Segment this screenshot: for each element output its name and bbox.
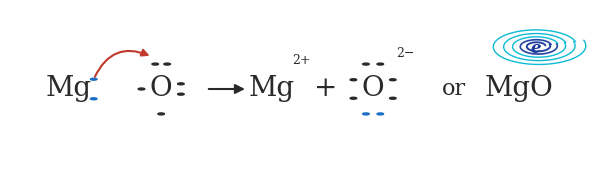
Text: +: +	[313, 75, 337, 103]
Text: MgO: MgO	[485, 75, 554, 103]
Circle shape	[164, 63, 171, 65]
Circle shape	[350, 97, 357, 99]
Circle shape	[91, 98, 97, 100]
Text: or: or	[442, 78, 466, 100]
Circle shape	[91, 78, 97, 80]
Text: 2−: 2−	[396, 47, 414, 60]
Circle shape	[152, 63, 159, 65]
Text: O: O	[362, 75, 384, 103]
Text: O: O	[150, 75, 173, 103]
Circle shape	[178, 83, 184, 85]
Text: Mg: Mg	[45, 75, 92, 103]
Circle shape	[377, 63, 383, 65]
Circle shape	[350, 79, 357, 81]
Text: Mg: Mg	[248, 75, 295, 103]
Circle shape	[390, 79, 396, 81]
Circle shape	[377, 113, 383, 115]
Text: 2+: 2+	[293, 54, 311, 67]
Circle shape	[390, 97, 396, 99]
Circle shape	[158, 113, 165, 115]
Circle shape	[363, 113, 369, 115]
Circle shape	[363, 63, 369, 65]
Circle shape	[139, 88, 145, 90]
Text: e: e	[531, 40, 541, 57]
Circle shape	[178, 93, 184, 95]
